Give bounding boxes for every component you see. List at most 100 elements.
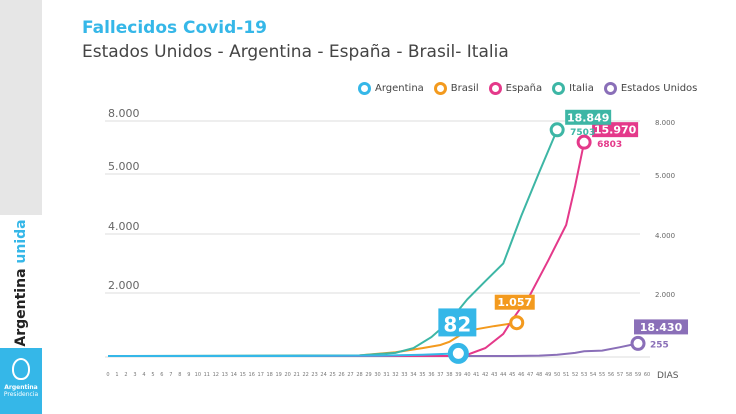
x-tick-label: 13 xyxy=(222,372,228,378)
legend-marker-icon xyxy=(433,82,447,95)
legend-label: Italia xyxy=(569,83,594,94)
x-tick-label: 27 xyxy=(347,372,353,378)
x-tick-label: 25 xyxy=(329,372,335,378)
value-sublabel: 7503 xyxy=(570,128,595,138)
x-tick-label: 38 xyxy=(446,372,452,378)
x-tick-label: 4 xyxy=(142,372,145,378)
legend-label: Estados Unidos xyxy=(620,83,698,94)
x-tick-label: 6 xyxy=(160,372,163,378)
value-sublabel: 6803 xyxy=(597,140,622,150)
x-tick-label: 31 xyxy=(383,372,389,378)
x-tick-label: 0 xyxy=(106,372,109,378)
x-tick-label: 10 xyxy=(195,372,201,378)
y-tick-label-right: 4.000 xyxy=(655,232,675,240)
legend-marker-icon xyxy=(488,82,502,95)
x-tick-label: 42 xyxy=(482,372,488,378)
legend-item-brasil: Brasil xyxy=(433,82,479,95)
x-tick-label: 48 xyxy=(536,372,542,378)
x-tick-label: 50 xyxy=(554,372,560,378)
value-label: 18.849 xyxy=(567,111,609,124)
value-label: 1.057 xyxy=(497,296,532,309)
x-tick-label: 19 xyxy=(275,372,281,378)
x-tick-label: 47 xyxy=(527,372,533,378)
value-label-box xyxy=(634,319,689,335)
x-tick-label: 32 xyxy=(392,372,398,378)
legend-label: Brasil xyxy=(450,83,479,94)
x-tick-label: 24 xyxy=(320,372,326,378)
legend-item-espana: España xyxy=(488,82,543,95)
x-tick-label: 58 xyxy=(626,372,632,378)
value-label: 15.970 xyxy=(594,124,637,137)
x-tick-label: 41 xyxy=(473,372,479,378)
sidebar-gray-block xyxy=(0,0,42,215)
x-tick-label: 17 xyxy=(258,372,264,378)
x-tick-label: 36 xyxy=(428,372,434,378)
x-tick-label: 16 xyxy=(249,372,255,378)
x-tick-label: 35 xyxy=(419,372,425,378)
x-tick-label: 43 xyxy=(491,372,497,378)
x-tick-label: 1 xyxy=(115,372,118,378)
x-tick-label: 3 xyxy=(133,372,136,378)
series-line-3 xyxy=(107,129,559,357)
x-tick-label: 34 xyxy=(410,372,416,378)
x-tick-label: 26 xyxy=(338,372,344,378)
value-label: 18.430 xyxy=(640,321,683,334)
value-sublabel: 255 xyxy=(650,340,669,350)
x-tick-label: 39 xyxy=(455,372,461,378)
series-endpoint-marker xyxy=(509,315,525,331)
y-tick-label-left: 5.000 xyxy=(108,160,140,173)
x-tick-label: 14 xyxy=(231,372,237,378)
x-axis-label: DIAS xyxy=(657,371,679,381)
y-tick-label-right: 5.000 xyxy=(655,172,675,180)
legend-item-argentina: Argentina xyxy=(358,82,424,95)
legend-item-italia: Italia xyxy=(552,82,594,95)
legend-label: España xyxy=(505,83,543,94)
y-tick-label-right: 8.000 xyxy=(655,119,675,127)
x-tick-label: 55 xyxy=(599,372,605,378)
x-tick-label: 52 xyxy=(572,372,578,378)
legend-item-estados-unidos: Estados Unidos xyxy=(603,82,698,95)
y-tick-label-left: 2.000 xyxy=(108,279,140,292)
y-tick-label-left: 4.000 xyxy=(108,220,140,233)
x-tick-label: 45 xyxy=(509,372,515,378)
x-tick-label: 40 xyxy=(464,372,470,378)
chart-title: Fallecidos Covid-19 xyxy=(82,18,268,38)
x-tick-label: 51 xyxy=(563,372,569,378)
x-tick-label: 2 xyxy=(124,372,127,378)
value-label-box xyxy=(438,308,477,337)
legend-marker-icon xyxy=(603,82,617,95)
value-label-box xyxy=(592,122,639,138)
x-tick-label: 44 xyxy=(500,372,506,378)
x-tick-label: 9 xyxy=(187,372,190,378)
x-tick-label: 8 xyxy=(178,372,181,378)
series-endpoint-marker xyxy=(549,122,565,138)
x-tick-label: 20 xyxy=(284,372,290,378)
x-tick-label: 56 xyxy=(608,372,614,378)
x-tick-label: 37 xyxy=(437,372,443,378)
value-label: 82 xyxy=(443,312,471,336)
legend: Argentina Brasil España Italia Estados U… xyxy=(358,82,697,95)
legend-marker-icon xyxy=(552,82,566,95)
legend-label: Argentina xyxy=(375,83,424,94)
legend-marker-icon xyxy=(358,82,371,95)
x-tick-label: 21 xyxy=(293,372,299,378)
x-tick-label: 15 xyxy=(240,372,246,378)
x-tick-label: 12 xyxy=(213,372,219,378)
x-tick-label: 5 xyxy=(151,372,154,378)
x-tick-label: 33 xyxy=(401,372,407,378)
x-tick-label: 59 xyxy=(635,372,641,378)
series-line-0 xyxy=(108,352,459,357)
x-tick-label: 28 xyxy=(356,372,362,378)
x-tick-label: 46 xyxy=(518,372,524,378)
y-tick-label-right: 2.000 xyxy=(655,291,675,299)
x-tick-label: 30 xyxy=(374,372,380,378)
x-tick-label: 29 xyxy=(365,372,371,378)
x-tick-label: 57 xyxy=(617,372,623,378)
series-line-4 xyxy=(108,342,639,357)
x-tick-label: 11 xyxy=(204,372,210,378)
presidencia-logo: Argentina Presidencia xyxy=(0,348,42,414)
coat-of-arms-icon xyxy=(12,358,30,380)
series-endpoint-marker xyxy=(447,342,469,364)
logo-line2: Presidencia xyxy=(3,391,39,398)
